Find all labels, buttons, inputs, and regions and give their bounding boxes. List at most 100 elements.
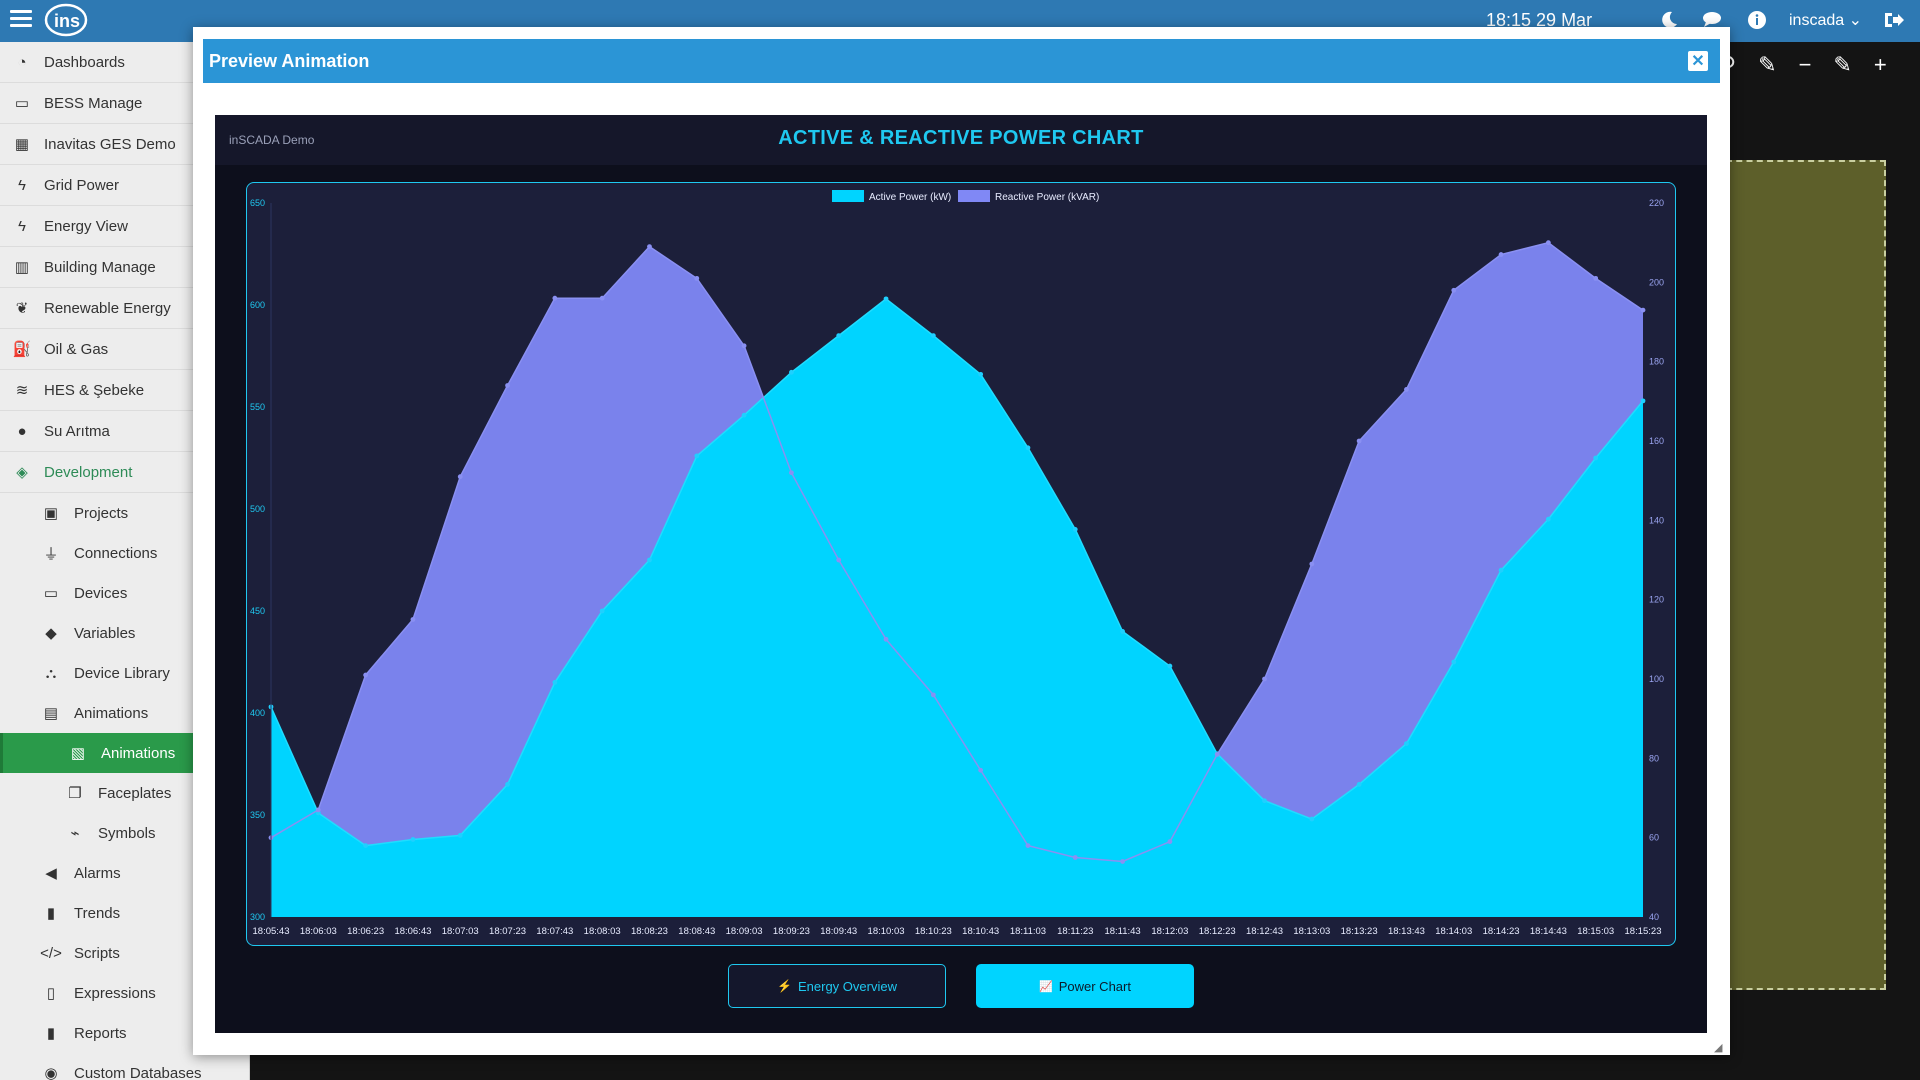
x-tick-label: 18:07:03 <box>442 926 479 937</box>
file-code-icon: ▯ <box>46 985 56 1002</box>
sidebar-item-energy-view[interactable]: ϟ Energy View <box>0 206 249 247</box>
moon-icon[interactable] <box>1657 8 1681 32</box>
data-point-1-29 <box>1640 307 1646 313</box>
zoom-out-icon[interactable]: − <box>1798 52 1812 77</box>
sidebar-item-su-ar-tma[interactable]: ● Su Arıtma <box>0 411 249 452</box>
y-left-tick-label: 300 <box>250 912 265 922</box>
sidebar-item-renewable-energy[interactable]: ❦ Renewable Energy <box>0 288 249 329</box>
user-menu[interactable]: inscada ⌄ <box>1788 12 1862 29</box>
sidebar-item-expressions[interactable]: ▯ Expressions <box>0 973 249 1013</box>
x-tick-label: 18:15:23 <box>1625 926 1662 937</box>
resize-handle-icon[interactable]: ◢ <box>1714 1042 1723 1054</box>
x-tick-label: 18:12:43 <box>1246 926 1283 937</box>
sidebar-item-trends[interactable]: ▮ Trends <box>0 893 249 933</box>
sidebar-item-devices[interactable]: ▭ Devices <box>0 573 249 613</box>
data-point-0-11 <box>789 369 794 375</box>
sidebar-item-alarms[interactable]: ◀ Alarms <box>0 853 249 893</box>
sidebar-item-grid-power[interactable]: ϟ Grid Power <box>0 165 249 206</box>
sidebar-item-connections[interactable]: ⏚ Connections <box>0 533 249 573</box>
y-left-tick-label: 350 <box>250 810 265 820</box>
plug-icon: ⏚ <box>43 545 59 563</box>
series-line-1 <box>270 241 1644 863</box>
data-point-1-24 <box>1404 387 1409 392</box>
chart-title: ACTIVE & REACTIVE POWER CHART <box>778 127 1144 149</box>
sidebar-item-variables[interactable]: ◆ Variables <box>0 613 249 653</box>
editor-canvas-selection[interactable] <box>1726 160 1886 990</box>
data-point-0-28 <box>1593 455 1599 461</box>
data-point-1-16 <box>1025 843 1031 848</box>
sidebar-item-inavitas-ges-demo[interactable]: ▦ Inavitas GES Demo <box>0 124 249 165</box>
logout-icon[interactable] <box>1882 8 1906 32</box>
data-point-0-26 <box>1498 567 1504 573</box>
sidebar-item-dashboards[interactable]: ◔ Dashboards <box>0 42 249 83</box>
sidebar-item-custom-databases[interactable]: ◉ Custom Databases <box>0 1053 249 1080</box>
y-right-tick-label: 80 <box>1649 753 1659 763</box>
y-right-tick-label: 100 <box>1649 674 1664 684</box>
dashboard-icon: ◔ <box>17 53 27 71</box>
data-point-0-29 <box>1640 398 1646 404</box>
x-tick-label: 18:14:43 <box>1530 926 1567 937</box>
data-point-1-28 <box>1593 275 1599 281</box>
data-point-0-4 <box>457 833 463 838</box>
magic-wand-icon[interactable]: ✎ <box>1758 52 1777 77</box>
y-left-tick-label: 500 <box>250 504 265 514</box>
sidebar-item-projects[interactable]: ▣ Projects <box>0 493 249 533</box>
energy-overview-button[interactable]: ⚡ Energy Overview <box>728 964 946 1008</box>
data-point-0-3 <box>410 837 416 842</box>
sidebar-item-faceplates[interactable]: ❐ Faceplates <box>0 773 249 813</box>
data-point-1-9 <box>694 275 700 281</box>
data-point-1-11 <box>789 470 794 476</box>
sitemap-icon: ⛬ <box>45 664 57 682</box>
info-icon[interactable] <box>1745 8 1769 32</box>
y-right-tick-label: 60 <box>1649 833 1659 843</box>
x-tick-label: 18:08:03 <box>584 926 621 937</box>
x-tick-label: 18:12:03 <box>1151 926 1188 937</box>
layers-icon: ◈ <box>16 464 28 481</box>
series-line-0 <box>270 297 1644 847</box>
sidebar-item-development[interactable]: ◈ Development <box>0 452 249 493</box>
sidebar-item-animations[interactable]: ▤ Animations <box>0 693 249 733</box>
monitor-icon: ▭ <box>43 585 59 602</box>
pencil-icon[interactable]: ✎ <box>1833 52 1852 77</box>
menu-icon[interactable] <box>10 10 32 30</box>
sidebar-item-building-manage[interactable]: ▥ Building Manage <box>0 247 249 288</box>
add-icon[interactable]: + <box>1873 52 1887 77</box>
chat-icon[interactable] <box>1701 8 1725 32</box>
data-point-1-1 <box>315 807 321 813</box>
data-point-1-6 <box>552 295 558 301</box>
data-point-1-15 <box>978 767 984 773</box>
chart-icon: 📈 <box>1039 980 1053 993</box>
app-logo[interactable]: ins <box>44 2 92 38</box>
sidebar-item-device-library[interactable]: ⛬ Device Library <box>0 653 249 693</box>
y-left-tick-label: 450 <box>250 606 265 616</box>
x-tick-label: 18:11:43 <box>1104 926 1140 937</box>
x-tick-label: 18:06:23 <box>347 926 384 937</box>
x-tick-label: 18:09:03 <box>726 926 763 937</box>
y-right-tick-label: 180 <box>1649 357 1664 367</box>
bolt-icon: ϟ <box>18 176 26 194</box>
data-point-1-2 <box>363 672 369 678</box>
sidebar-item-scripts[interactable]: </> Scripts <box>40 944 120 962</box>
data-point-0-21 <box>1262 798 1267 804</box>
sidebar-item-oil-gas[interactable]: ⛽ Oil & Gas <box>0 329 249 370</box>
data-point-0-12 <box>836 333 842 338</box>
battery-icon: ▭ <box>14 95 30 112</box>
sidebar-item-bess-manage[interactable]: ▭ BESS Manage <box>0 83 249 124</box>
power-chart-button[interactable]: 📈 Power Chart <box>976 964 1194 1008</box>
sidebar-item-hes-ebeke[interactable]: ≋ HES & Şebeke <box>0 370 249 411</box>
x-tick-label: 18:12:23 <box>1199 926 1236 937</box>
modal-header: Preview Animation ✕ <box>203 39 1720 83</box>
sidebar-item-reports[interactable]: ▮ Reports <box>0 1013 249 1053</box>
sidebar-item-symbols[interactable]: ⌁ Symbols <box>0 813 249 853</box>
data-point-1-20 <box>1214 751 1220 757</box>
data-point-0-27 <box>1545 516 1551 522</box>
y-right-tick-label: 220 <box>1649 198 1664 208</box>
data-point-0-24 <box>1404 741 1409 746</box>
data-point-0-19 <box>1167 663 1173 669</box>
x-tick-label: 18:14:23 <box>1483 926 1520 937</box>
data-point-0-2 <box>363 843 369 848</box>
close-icon[interactable]: ✕ <box>1688 51 1708 71</box>
x-tick-label: 18:15:03 <box>1577 926 1614 937</box>
panel-demo-label: inSCADA Demo <box>229 133 315 147</box>
y-left-tick-label: 550 <box>250 402 265 412</box>
